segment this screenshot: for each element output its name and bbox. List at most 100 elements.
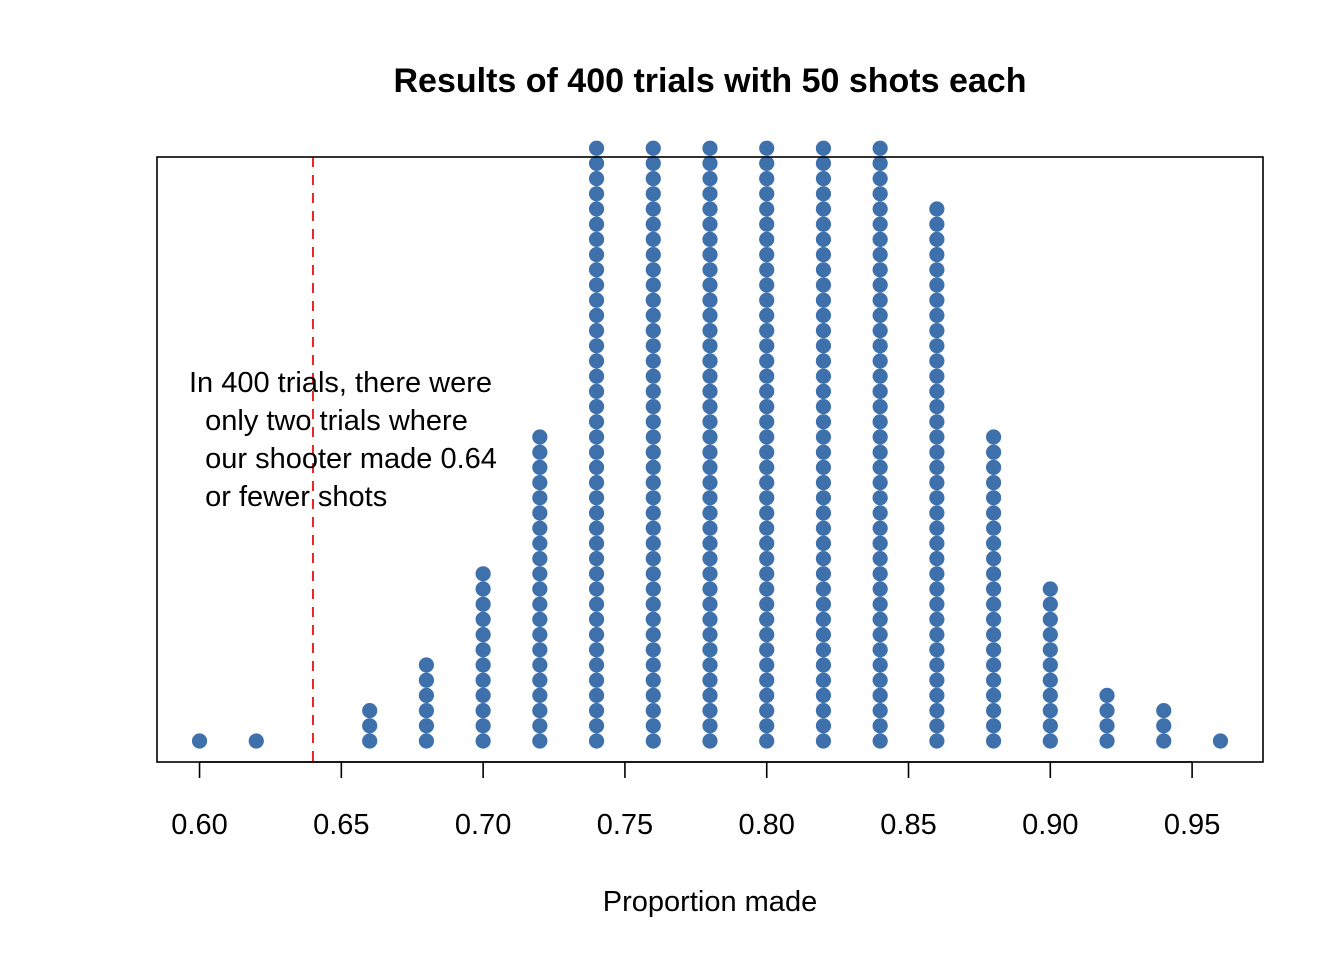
data-dot	[588, 277, 605, 293]
data-dot	[759, 596, 775, 612]
data-dot	[645, 429, 661, 445]
data-dot	[929, 490, 945, 506]
data-dot	[985, 490, 1002, 506]
data-dot	[645, 459, 661, 475]
dot-stack	[588, 140, 605, 749]
data-dot	[929, 368, 945, 384]
data-dot	[645, 414, 661, 430]
data-dot	[985, 520, 1002, 536]
data-dot	[248, 733, 264, 749]
dot-stack	[872, 140, 888, 749]
dot-stack	[815, 140, 832, 749]
data-dot	[929, 505, 945, 521]
data-dot	[418, 687, 435, 704]
data-dot	[191, 733, 208, 749]
data-dot	[475, 672, 491, 688]
data-dot	[929, 277, 945, 293]
data-dot	[815, 338, 832, 354]
data-dot	[759, 262, 775, 278]
data-dot	[872, 459, 888, 475]
data-dot	[929, 551, 945, 567]
dot-stack	[702, 140, 718, 749]
data-dot	[702, 672, 718, 688]
data-dot	[1212, 733, 1229, 749]
data-dot	[532, 505, 548, 521]
data-dot	[929, 459, 945, 475]
data-dot	[759, 155, 775, 171]
data-dot	[929, 703, 945, 719]
data-dot	[872, 201, 888, 217]
data-dot	[872, 596, 888, 612]
data-dot	[702, 292, 718, 308]
data-dot	[929, 687, 945, 704]
data-dot	[702, 444, 718, 460]
data-dot	[815, 444, 832, 460]
data-dot	[588, 535, 605, 552]
data-dot	[588, 353, 605, 369]
data-dot	[759, 718, 775, 734]
data-dot	[929, 201, 945, 217]
data-dot	[815, 566, 832, 582]
data-dot	[759, 353, 775, 369]
annotation-line: our shooter made 0.64	[189, 443, 497, 475]
data-dot	[645, 383, 661, 399]
data-dot	[645, 687, 661, 704]
data-dot	[702, 535, 718, 552]
dot-stack	[191, 733, 208, 749]
data-dot	[588, 475, 605, 491]
data-dot	[645, 733, 661, 749]
data-dot	[985, 596, 1002, 612]
data-dot	[872, 566, 888, 582]
data-dot	[645, 399, 661, 415]
data-dot	[815, 551, 832, 567]
data-dot	[815, 429, 832, 445]
data-dot	[588, 231, 605, 247]
data-dot	[759, 323, 775, 339]
data-dot	[588, 672, 605, 688]
data-dot	[759, 505, 775, 521]
data-dot	[588, 444, 605, 460]
data-dot	[815, 186, 832, 202]
x-tick-label: 0.80	[738, 809, 794, 841]
data-dot	[588, 171, 605, 187]
data-dot	[872, 247, 888, 263]
data-dot	[929, 535, 945, 552]
data-dot	[759, 459, 775, 475]
data-dot	[532, 429, 548, 445]
data-dot	[702, 733, 718, 749]
data-dot	[645, 566, 661, 582]
data-dot	[872, 490, 888, 506]
data-dot	[645, 368, 661, 384]
data-dot	[759, 140, 775, 156]
data-dot	[418, 657, 435, 673]
data-dot	[702, 551, 718, 567]
data-dot	[532, 687, 548, 704]
data-dot	[929, 262, 945, 278]
data-dot	[759, 490, 775, 506]
data-dot	[1042, 596, 1058, 612]
data-dot	[645, 551, 661, 567]
data-dot	[1042, 718, 1058, 734]
data-dot	[588, 429, 605, 445]
data-dot	[872, 611, 888, 628]
data-dot	[759, 642, 775, 658]
data-dot	[872, 231, 888, 247]
data-dot	[588, 383, 605, 399]
data-dot	[702, 414, 718, 430]
data-dot	[475, 657, 491, 673]
data-dot	[1042, 581, 1058, 597]
data-dot	[759, 368, 775, 384]
chart-title: Results of 400 trials with 50 shots each	[393, 62, 1026, 100]
data-dot	[759, 444, 775, 460]
dot-stack	[1042, 581, 1058, 749]
dot-stack	[532, 429, 548, 749]
data-dot	[872, 581, 888, 597]
data-dot	[645, 475, 661, 491]
data-dot	[985, 627, 1002, 643]
data-dot	[815, 262, 832, 278]
data-dot	[759, 627, 775, 643]
data-dot	[532, 642, 548, 658]
x-axis-label: Proportion made	[603, 886, 817, 918]
data-dot	[985, 611, 1002, 628]
data-dot	[872, 551, 888, 567]
